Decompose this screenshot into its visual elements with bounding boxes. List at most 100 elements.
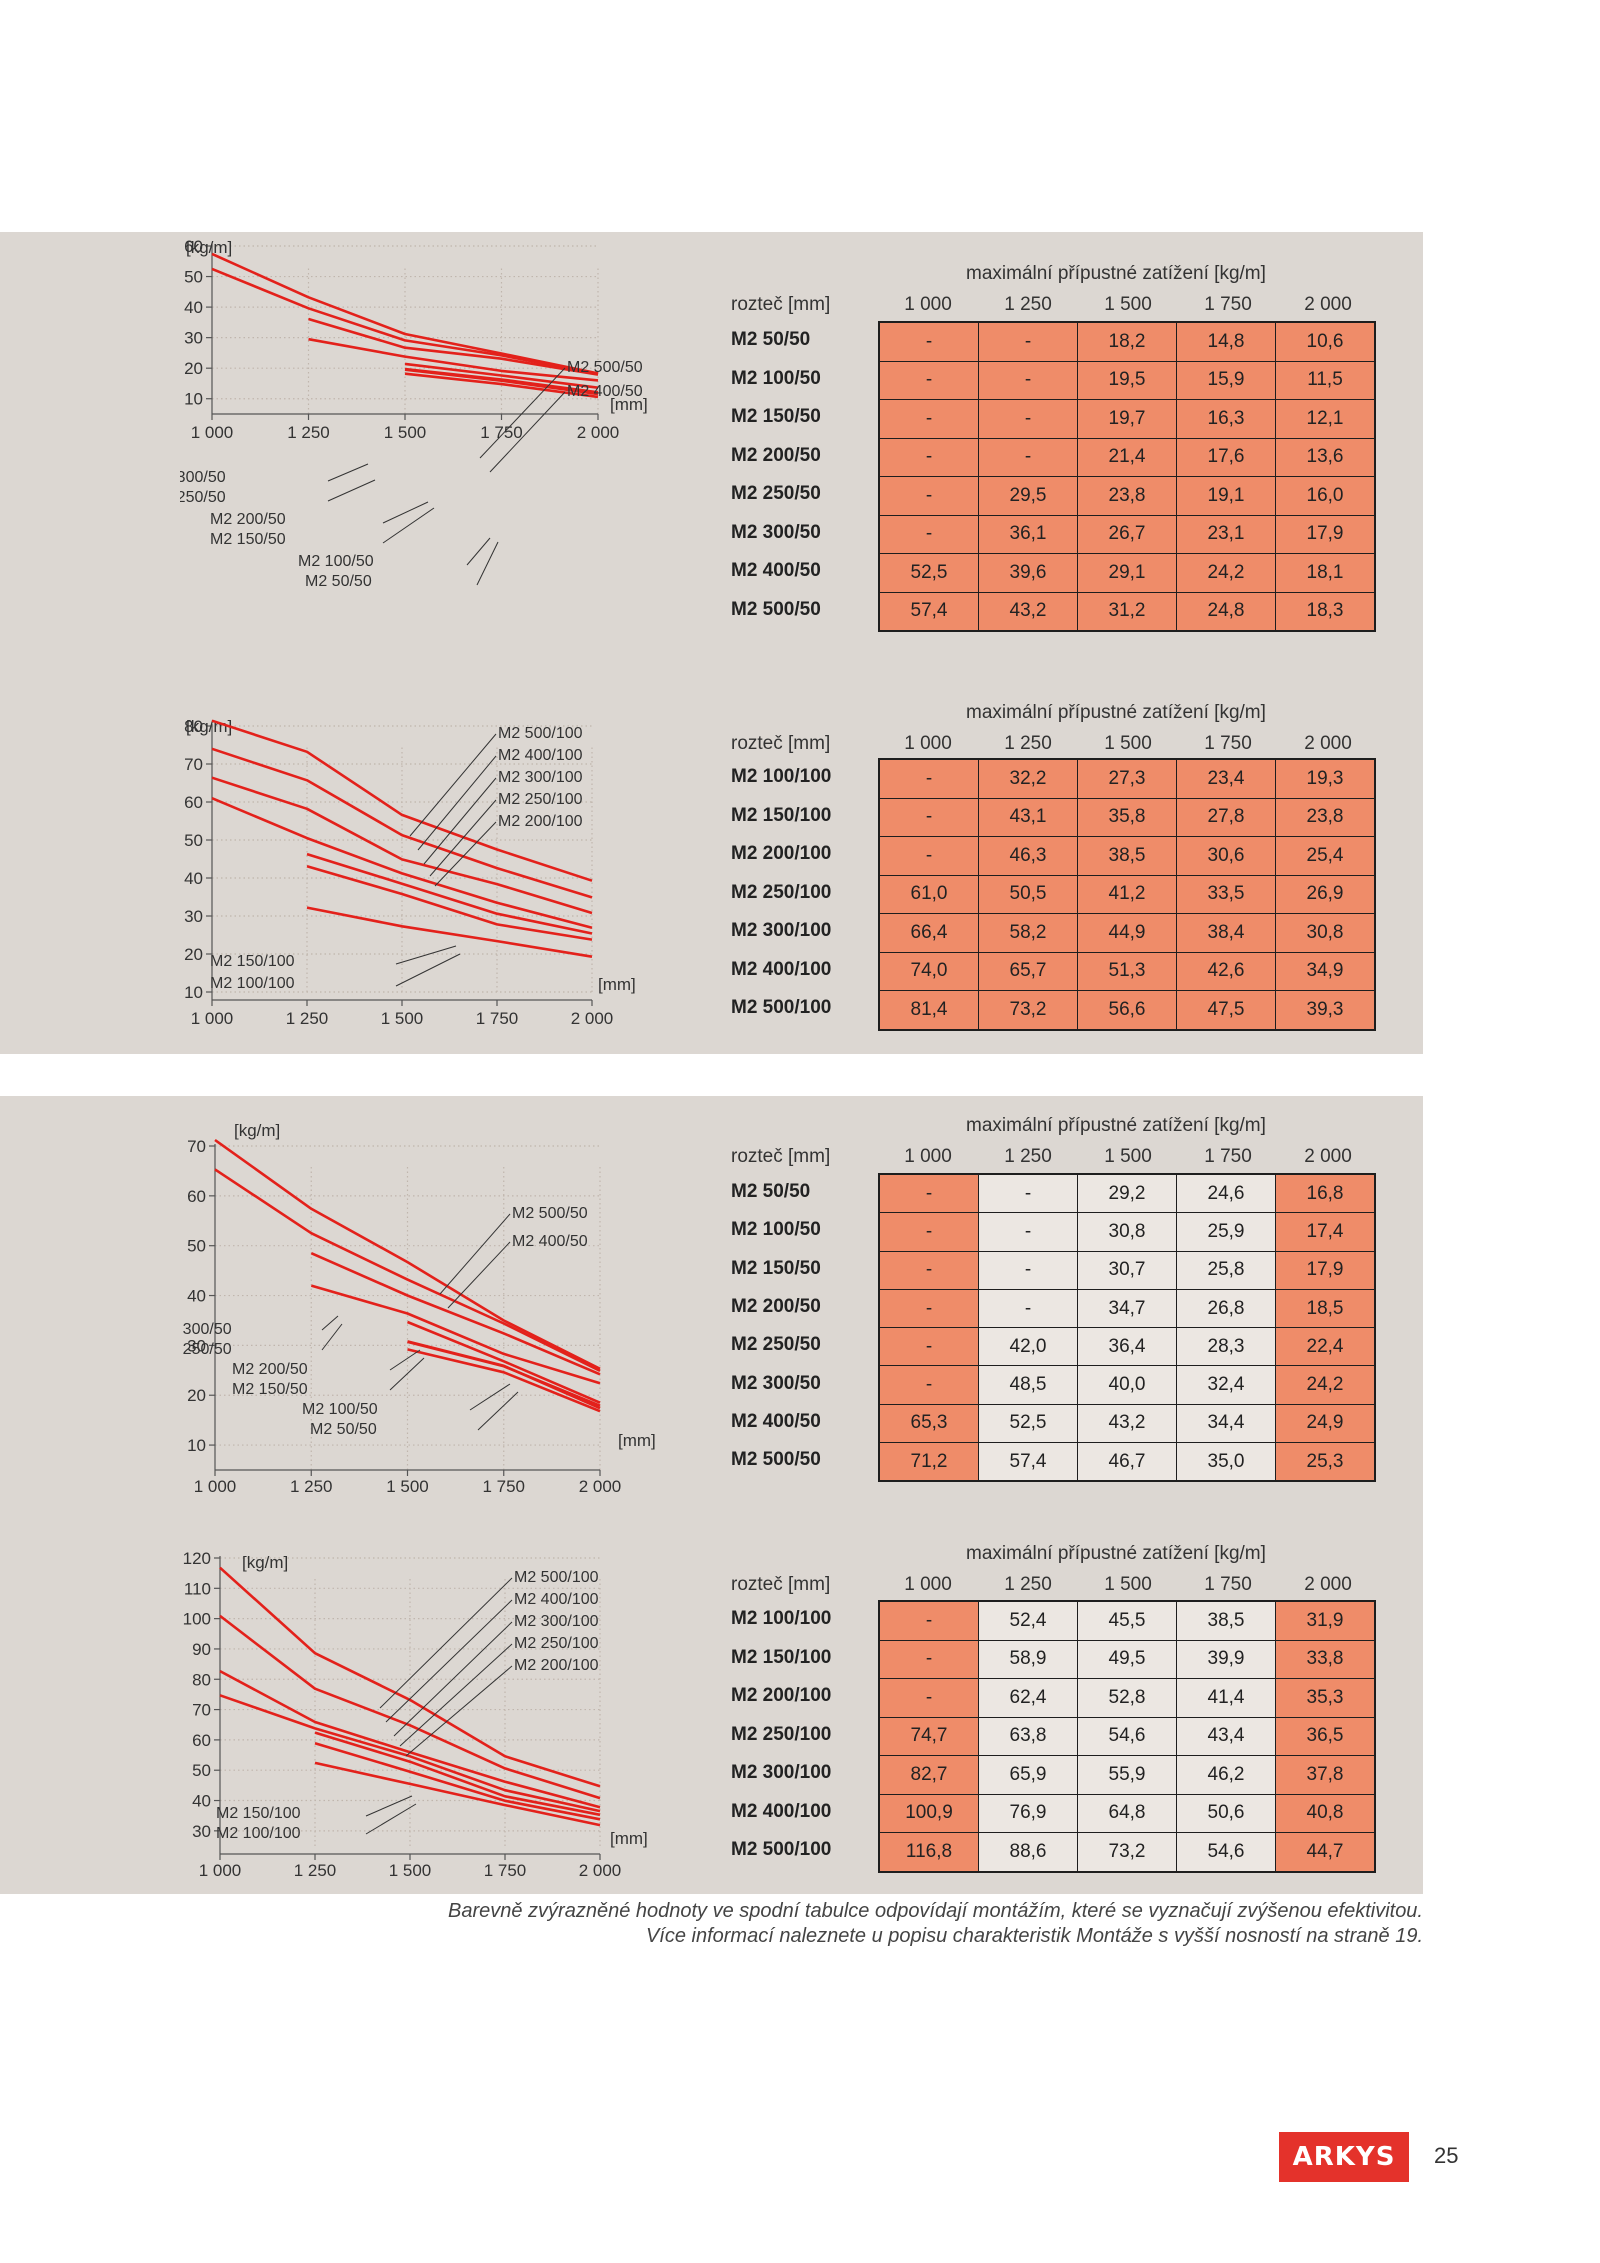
leader-line bbox=[327, 463, 369, 482]
y-axis-unit: [kg/m] bbox=[242, 1553, 288, 1572]
table-cell: 24,6 bbox=[1176, 1173, 1276, 1214]
leader-line bbox=[399, 1643, 513, 1747]
series-label: M2 400/50 bbox=[567, 383, 643, 400]
series-line bbox=[306, 864, 593, 941]
series-line bbox=[211, 797, 593, 930]
series-line bbox=[306, 852, 593, 935]
table-cell: 30,6 bbox=[1176, 836, 1276, 876]
series-line bbox=[211, 747, 593, 899]
table-cell: 25,4 bbox=[1275, 836, 1376, 876]
table-cell: 14,8 bbox=[1176, 321, 1276, 362]
leader-line bbox=[409, 733, 497, 837]
row-label: M2 100/100 bbox=[731, 766, 832, 787]
table-cell: 24,2 bbox=[1176, 553, 1276, 593]
row-label: M2 100/50 bbox=[731, 367, 821, 389]
series-line bbox=[308, 317, 599, 376]
table-cell: - bbox=[878, 321, 979, 362]
table-cell: 55,9 bbox=[1077, 1755, 1177, 1795]
table-cell: 33,5 bbox=[1176, 874, 1276, 914]
series-label: M2 250/50 bbox=[180, 489, 226, 506]
values-table: - -29,2 24,6 16,8- -30,8 25,9 17,4- -30,7 25,8 17… bbox=[878, 1173, 1376, 1483]
leader-line bbox=[477, 1391, 519, 1431]
chart-m2-50-panel-1: 10 20 30 40 50 60 1 000 1 250 1 500 1 750 2 000 [kg… bbox=[180, 237, 648, 590]
row-label: M2 250/100 bbox=[731, 1723, 832, 1745]
column-header: 1 000 bbox=[904, 1574, 952, 1595]
row-label: M2 400/50 bbox=[731, 1410, 821, 1432]
table-row: - -19,7 16,3 12,1 bbox=[878, 399, 1376, 439]
series-label: M2 400/100 bbox=[514, 1591, 599, 1608]
table-cell: 52,5 bbox=[978, 1403, 1078, 1444]
series-line bbox=[308, 337, 599, 382]
row-label: M2 500/50 bbox=[731, 1449, 821, 1471]
y-tick-label: 90 bbox=[192, 1640, 211, 1659]
table-cell: 50,6 bbox=[1176, 1793, 1276, 1833]
table-cell: 58,9 bbox=[978, 1639, 1078, 1679]
x-tick-label: 1 250 bbox=[286, 1009, 329, 1028]
table-cell: 17,9 bbox=[1275, 514, 1376, 554]
series-line bbox=[404, 372, 599, 399]
table-cell: 58,2 bbox=[978, 913, 1078, 953]
table-cell: 47,5 bbox=[1176, 990, 1276, 1030]
table-cell: 32,2 bbox=[978, 758, 1078, 799]
table-cell: 19,7 bbox=[1077, 399, 1177, 439]
series-label: M2 100/50 bbox=[302, 1401, 378, 1418]
table-cell: - bbox=[878, 1678, 979, 1718]
leader-line bbox=[393, 1621, 513, 1737]
y-tick-label: 60 bbox=[192, 1731, 211, 1750]
series-label: M2 50/50 bbox=[305, 573, 372, 590]
series-line bbox=[211, 719, 593, 882]
table-cell: 25,3 bbox=[1275, 1442, 1376, 1482]
table-row: -36,1 26,7 23,1 17,9 bbox=[878, 514, 1376, 554]
x-tick-label: 2 000 bbox=[579, 1861, 622, 1880]
table-cell: 52,8 bbox=[1077, 1678, 1177, 1718]
table-cell: 22,4 bbox=[1275, 1327, 1376, 1367]
table-cell: - bbox=[978, 1250, 1078, 1290]
table-cell: 19,1 bbox=[1176, 476, 1276, 516]
row-label: M2 300/50 bbox=[731, 1372, 821, 1394]
y-tick-label: 120 bbox=[183, 1549, 211, 1568]
table-row: 66,4 58,2 44,9 38,4 30,8 bbox=[878, 913, 1376, 953]
table-title: maximální přípustné zatížení [kg/m] bbox=[966, 1115, 1266, 1136]
column-header: 1 250 bbox=[1004, 1146, 1052, 1167]
series-label: M2 400/100 bbox=[498, 747, 583, 764]
leader-line bbox=[447, 1241, 511, 1309]
table-row: -42,0 36,4 28,3 22,4 bbox=[878, 1327, 1376, 1367]
y-tick-label: 40 bbox=[184, 298, 203, 317]
table-row: 74,0 65,7 51,3 42,6 34,9 bbox=[878, 951, 1376, 991]
table-cell: 21,4 bbox=[1077, 437, 1177, 477]
series-line bbox=[310, 1252, 601, 1376]
series-label: M2 500/100 bbox=[514, 1569, 599, 1586]
table-cell: 29,1 bbox=[1077, 553, 1177, 593]
table-cell: - bbox=[878, 514, 979, 554]
row-label: M2 50/50 bbox=[731, 329, 811, 350]
series-line bbox=[314, 1741, 601, 1821]
chart-m2-50-panel-2: 10 20 30 40 50 60 70 1 000 1 250 1 500 1 750 2 000 [… bbox=[180, 1121, 656, 1496]
leader-line bbox=[382, 501, 429, 524]
x-tick-label: 1 000 bbox=[191, 1009, 234, 1028]
table-cell: - bbox=[878, 1212, 979, 1252]
series-label: M2 100/50 bbox=[298, 553, 374, 570]
table-row: - -19,5 15,9 11,5 bbox=[878, 360, 1376, 400]
table-row: -52,4 45,5 38,5 31,9 bbox=[878, 1600, 1376, 1641]
series-line bbox=[214, 1138, 601, 1370]
table-cell: 10,6 bbox=[1275, 321, 1376, 362]
series-line bbox=[211, 252, 599, 375]
leader-line bbox=[476, 541, 499, 586]
column-header: 1 750 bbox=[1204, 1574, 1252, 1595]
table-cell: 25,8 bbox=[1176, 1250, 1276, 1290]
row-label: M2 200/50 bbox=[731, 1295, 821, 1317]
row-header-label: rozteč [mm] bbox=[731, 733, 831, 754]
table-cell: 63,8 bbox=[978, 1716, 1078, 1756]
row-label: M2 300/100 bbox=[731, 920, 832, 941]
y-tick-label: 50 bbox=[187, 1237, 206, 1256]
table-row: -43,1 35,8 27,8 23,8 bbox=[878, 797, 1376, 837]
table-cell: - bbox=[878, 1639, 979, 1679]
table-cell: 34,7 bbox=[1077, 1288, 1177, 1329]
table-cell: 16,8 bbox=[1275, 1173, 1376, 1214]
table-cell: 32,4 bbox=[1176, 1365, 1276, 1405]
table-cell: 66,4 bbox=[878, 913, 979, 953]
table-cell: 18,2 bbox=[1077, 321, 1177, 362]
series-label: M2 300/50 bbox=[180, 1321, 232, 1338]
table-row: 61,0 50,5 41,2 33,5 26,9 bbox=[878, 874, 1376, 914]
table-cell: 100,9 bbox=[878, 1793, 979, 1833]
